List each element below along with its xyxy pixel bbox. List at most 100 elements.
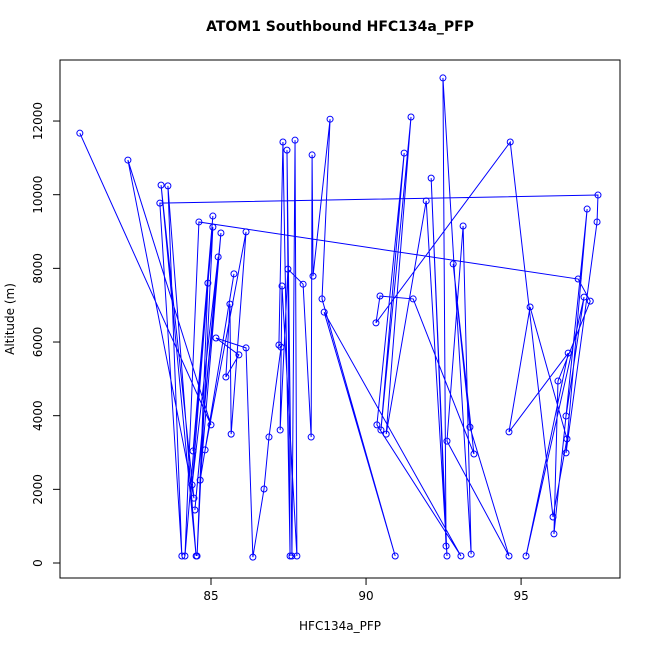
y-tick-label: 10000 [31, 176, 45, 214]
point [562, 449, 570, 457]
point [293, 552, 301, 560]
point [459, 222, 467, 230]
point [207, 421, 215, 429]
point [594, 191, 602, 199]
point [212, 334, 220, 342]
y-tick-label: 4000 [31, 400, 45, 431]
point [242, 228, 250, 236]
point [382, 430, 390, 438]
y-tick-label: 0 [31, 559, 45, 567]
point [299, 280, 307, 288]
point [190, 494, 198, 502]
point [249, 553, 257, 561]
point [562, 412, 570, 420]
point [593, 218, 601, 226]
point [549, 513, 557, 521]
point [554, 377, 562, 385]
y-tick-label: 8000 [31, 253, 45, 284]
point [217, 229, 225, 237]
point [574, 275, 582, 283]
point [470, 450, 478, 458]
point [583, 205, 591, 213]
point [288, 552, 296, 560]
point [586, 297, 594, 305]
plot-frame [59, 59, 621, 579]
point [157, 181, 165, 189]
point [506, 138, 514, 146]
x-tick-label: 95 [513, 589, 528, 603]
point [222, 373, 230, 381]
point [563, 435, 571, 443]
point [275, 341, 283, 349]
point [376, 292, 384, 300]
y-tick-label: 6000 [31, 327, 45, 358]
y-tick-label: 2000 [31, 474, 45, 505]
point [522, 552, 530, 560]
point [278, 282, 286, 290]
point [204, 279, 212, 287]
point [318, 295, 326, 303]
point [164, 182, 172, 190]
point [427, 174, 435, 182]
chart-title: ATOM1 Southbound HFC134a_PFP [206, 19, 474, 35]
point [422, 197, 430, 205]
point [377, 426, 385, 434]
y-tick-label: 12000 [31, 102, 45, 140]
point [526, 303, 534, 311]
point [443, 437, 451, 445]
point [320, 308, 328, 316]
point [505, 428, 513, 436]
series-line [79, 77, 599, 558]
point [178, 552, 186, 560]
point [580, 293, 588, 301]
x-tick-label: 85 [203, 589, 218, 603]
point [284, 265, 292, 273]
point [226, 300, 234, 308]
x-axis-label: HFC134a_PFP [299, 619, 381, 633]
point [196, 476, 204, 484]
point [242, 344, 250, 352]
point [124, 156, 132, 164]
point [193, 552, 201, 560]
point [467, 550, 475, 558]
point [181, 552, 189, 560]
point [443, 552, 451, 560]
x-tick-label: 90 [358, 589, 373, 603]
point [326, 115, 334, 123]
point [442, 542, 450, 550]
point [156, 199, 164, 207]
point [550, 530, 558, 538]
point [466, 423, 474, 431]
point [409, 295, 417, 303]
point [309, 272, 317, 280]
point [283, 146, 291, 154]
point [235, 351, 243, 359]
point [265, 433, 273, 441]
point [195, 218, 203, 226]
point [407, 113, 415, 121]
point [286, 552, 294, 560]
point [457, 552, 465, 560]
point [230, 270, 238, 278]
point [564, 349, 572, 357]
point [391, 552, 399, 560]
point [191, 506, 199, 514]
point [188, 481, 196, 489]
point [201, 446, 209, 454]
point [307, 433, 315, 441]
point [291, 136, 299, 144]
point [400, 149, 408, 157]
point [76, 129, 84, 137]
point [373, 421, 381, 429]
point [209, 212, 217, 220]
point [449, 260, 457, 268]
point [209, 223, 217, 231]
y-axis-label: Altitude (m) [3, 283, 17, 355]
point [279, 138, 287, 146]
point [372, 319, 380, 327]
point [189, 447, 197, 455]
point [276, 426, 284, 434]
point [505, 552, 513, 560]
point [227, 430, 235, 438]
